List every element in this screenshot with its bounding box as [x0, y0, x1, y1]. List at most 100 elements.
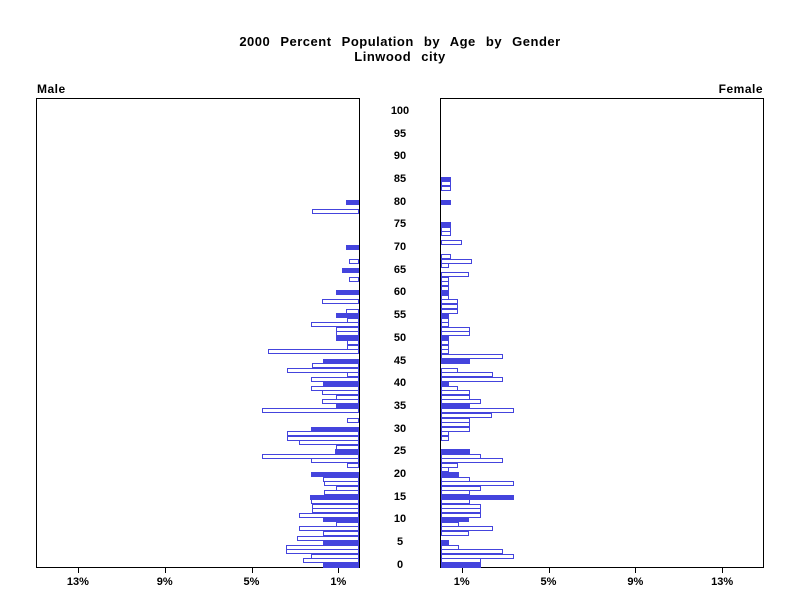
female-bar-age-73: [441, 231, 451, 237]
female-bar-age-9: [441, 521, 459, 527]
female-percent-tick-13: [722, 568, 724, 573]
male-bar-age-70: [346, 245, 359, 250]
age-tick-label-10: 10: [393, 513, 407, 526]
age-tick-label-25: 25: [393, 445, 407, 458]
female-bar-age-2: [441, 553, 514, 559]
male-bar-age-78: [312, 208, 359, 214]
age-tick-label-60: 60: [393, 286, 407, 299]
female-bar-age-18: [441, 481, 514, 487]
female-bar-age-51: [441, 331, 470, 337]
male-bar-age-20: [311, 472, 359, 477]
female-bar-age-56: [441, 308, 458, 314]
female-bar-age-14: [441, 499, 470, 505]
male-bar-age-4: [286, 544, 359, 550]
female-bar-age-75: [441, 222, 451, 228]
male-bar-age-38: [322, 390, 359, 396]
female-bar-age-35: [441, 403, 470, 409]
male-bar-age-50: [336, 335, 359, 341]
female-axis-label: Female: [718, 82, 763, 96]
female-bar-age-67: [441, 258, 472, 264]
female-bar-age-71: [441, 240, 462, 246]
age-tick-label-45: 45: [393, 354, 407, 367]
female-percent-tick-5: [548, 568, 550, 573]
female-bar-age-21: [441, 467, 449, 473]
female-percent-label-13: 13%: [711, 576, 734, 588]
female-bar-age-46: [441, 353, 503, 359]
female-bar-age-19: [441, 476, 470, 482]
male-bar-age-6: [297, 535, 359, 541]
male-bar-age-28: [287, 435, 359, 441]
male-bar-age-16: [324, 490, 359, 496]
male-bar-age-40: [323, 381, 359, 387]
female-bar-age-16: [441, 490, 470, 496]
female-bar-age-5: [441, 540, 449, 546]
female-bar-age-30: [441, 426, 470, 432]
age-tick-label-85: 85: [393, 172, 407, 185]
male-bar-age-34: [262, 408, 359, 414]
male-bar-age-14: [311, 499, 359, 505]
female-bar-age-66: [441, 263, 449, 269]
female-bar-age-29: [441, 431, 449, 437]
age-tick-label-0: 0: [396, 558, 404, 571]
age-tick-label-90: 90: [393, 150, 407, 163]
male-bar-age-18: [324, 481, 359, 487]
female-bar-age-25: [441, 449, 470, 455]
age-tick-label-20: 20: [393, 468, 407, 480]
age-tick-label-80: 80: [393, 195, 407, 208]
female-bar-age-50: [441, 335, 449, 341]
male-bar-age-67: [349, 258, 359, 264]
male-bar-age-32: [347, 417, 359, 423]
female-bar-age-49: [441, 340, 449, 346]
male-bar-age-63: [349, 276, 359, 282]
age-tick-label-70: 70: [393, 241, 407, 253]
male-bar-age-42: [347, 372, 359, 378]
female-bar-age-32: [441, 417, 470, 423]
male-bar-age-45: [323, 358, 359, 364]
female-bar-age-54: [441, 317, 449, 323]
female-bar-age-43: [441, 367, 458, 373]
male-bar-age-7: [323, 531, 359, 537]
female-bar-age-74: [441, 226, 451, 232]
female-bar-age-85: [441, 176, 451, 182]
male-bar-age-19: [323, 476, 359, 482]
male-bar-age-37: [336, 394, 359, 400]
female-bar-age-8: [441, 526, 493, 532]
female-bar-age-34: [441, 408, 514, 414]
female-bar-age-15: [441, 494, 514, 500]
age-tick-label-55: 55: [393, 309, 407, 322]
male-bar-age-3: [286, 549, 359, 555]
age-tick-label-15: 15: [393, 490, 407, 503]
male-bar-age-80: [346, 199, 359, 205]
male-bar-age-41: [311, 376, 359, 382]
female-bar-age-7: [441, 531, 469, 537]
female-bar-age-38: [441, 390, 470, 396]
female-bar-age-61: [441, 285, 449, 291]
female-bar-age-0: [441, 562, 481, 568]
male-bar-age-0: [323, 562, 359, 568]
male-bar-age-12: [312, 508, 359, 514]
male-percent-label-1: 1%: [330, 576, 347, 588]
female-percent-tick-1: [461, 568, 463, 573]
female-bar-age-36: [441, 399, 481, 405]
male-bar-age-35: [336, 403, 359, 409]
chart-title: 2000 Percent Population by Age by Gender: [239, 34, 561, 49]
male-bar-age-54: [347, 317, 359, 323]
male-bar-age-36: [322, 399, 359, 405]
male-bar-age-55: [336, 313, 359, 319]
female-bar-age-48: [441, 344, 449, 350]
female-bar-age-31: [441, 422, 470, 428]
male-bar-age-47: [268, 349, 359, 355]
male-bar-age-53: [311, 322, 359, 328]
female-bar-age-84: [441, 181, 451, 187]
female-panel: [440, 98, 764, 568]
female-bar-age-53: [441, 322, 449, 328]
male-bar-age-51: [336, 331, 359, 337]
male-bar-age-2: [311, 553, 359, 559]
age-tick-label-30: 30: [393, 422, 407, 435]
female-bar-age-23: [441, 458, 503, 464]
male-bar-age-25: [335, 449, 359, 455]
male-bar-age-5: [323, 540, 359, 546]
female-bar-age-40: [441, 381, 449, 387]
female-bar-age-59: [441, 294, 449, 300]
